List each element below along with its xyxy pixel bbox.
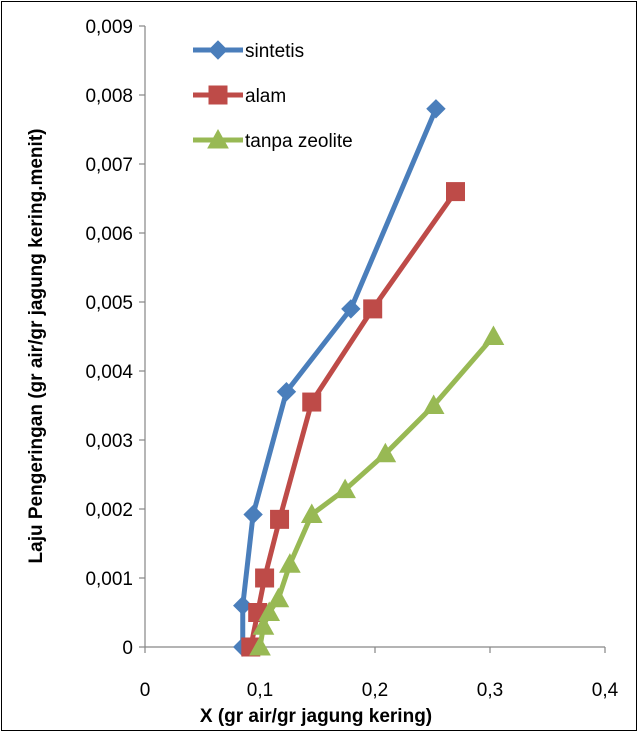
data-point-triangle: [374, 442, 397, 463]
x-tick-label: 0,4: [592, 680, 619, 701]
data-point-diamond: [276, 381, 297, 402]
data-point-triangle: [252, 615, 275, 635]
data-point-square: [363, 299, 383, 319]
legend-label: sintetis: [245, 41, 304, 62]
data-point-triangle: [258, 601, 281, 621]
y-axis-ticks: 0 0,001 0,002 0,003 0,004 0,005 0,006 0,007 0,00…: [85, 17, 145, 659]
y-tick-label: 0,007: [85, 155, 133, 176]
legend: sintetis alam tanpa zeolite: [193, 40, 353, 152]
x-tick-label: 0: [140, 680, 151, 701]
data-point-diamond: [233, 595, 253, 616]
y-tick-label: 0,008: [85, 86, 133, 107]
x-tick-label: 0,3: [477, 680, 503, 701]
data-point-diamond: [243, 504, 263, 525]
data-point-triangle: [482, 325, 505, 345]
legend-marker-triangle: [207, 128, 229, 149]
x-tick-label: 0,1: [247, 680, 273, 701]
x-axis-ticks: 0 0,1 0,2 0,3 0,4: [140, 647, 619, 701]
data-point-triangle: [279, 553, 301, 573]
series-layer: [233, 99, 505, 657]
y-tick-label: 0: [122, 638, 133, 659]
data-point-square: [270, 509, 290, 529]
y-tick-label: 0,009: [85, 17, 133, 38]
y-tick-label: 0,003: [85, 431, 133, 452]
data-point-square: [255, 568, 275, 588]
y-axis-title: Laju Pengeringan (gr air/gr jagung kerin…: [26, 129, 47, 564]
series-alam: [241, 182, 465, 657]
data-point-square: [446, 182, 465, 202]
y-tick-label: 0,002: [85, 500, 133, 521]
legend-label: tanpa zeolite: [245, 131, 353, 152]
data-point-triangle: [249, 635, 271, 656]
chart-axes: [144, 26, 605, 648]
data-point-triangle: [334, 478, 356, 499]
data-point-triangle: [300, 503, 323, 524]
y-tick-label: 0,006: [85, 224, 133, 245]
legend-marker-diamond: [208, 40, 228, 60]
data-point-diamond: [426, 99, 446, 119]
data-point-triangle: [267, 587, 290, 608]
legend-entry: sintetis: [193, 40, 304, 62]
y-tick-label: 0,004: [85, 362, 133, 383]
series-line: [240, 107, 439, 647]
legend-entry: tanpa zeolite: [193, 128, 353, 152]
data-point-diamond: [341, 299, 361, 319]
legend-entry: alam: [193, 85, 286, 107]
y-tick-label: 0,005: [85, 293, 133, 314]
y-tick-label: 0,001: [85, 569, 133, 590]
data-point-square: [302, 392, 322, 412]
legend-label: alam: [245, 86, 286, 107]
x-axis-title: X (gr air/gr jagung kering): [200, 706, 432, 727]
legend-marker-square: [208, 85, 228, 105]
x-tick-label: 0,2: [362, 680, 388, 701]
series-tanpa-zeolite: [249, 325, 505, 656]
data-point-triangle: [422, 394, 445, 414]
